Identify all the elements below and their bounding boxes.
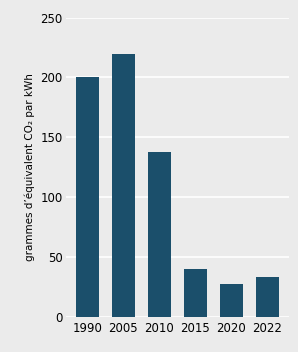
Bar [76,77,99,317]
Bar [220,284,243,317]
Bar [112,54,135,317]
Y-axis label: grammes d’équivalent CO₂ par kWh: grammes d’équivalent CO₂ par kWh [24,73,35,261]
Bar [148,152,171,317]
Bar [184,269,207,317]
Bar [255,277,279,317]
